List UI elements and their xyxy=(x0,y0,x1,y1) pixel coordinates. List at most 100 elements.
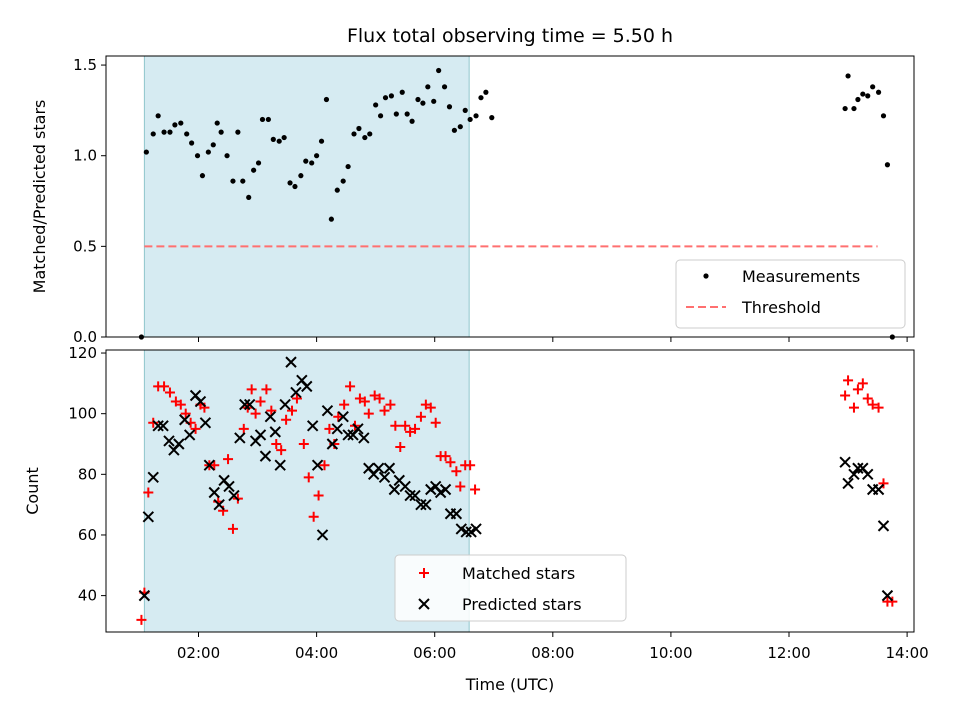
data-point xyxy=(270,136,276,142)
data-point xyxy=(281,134,287,141)
data-point xyxy=(457,124,463,130)
data-point xyxy=(470,484,481,495)
data-point xyxy=(213,498,225,511)
data-point xyxy=(183,429,196,441)
data-point xyxy=(865,93,871,99)
data-point xyxy=(223,480,235,493)
y-tick-label: 1.0 xyxy=(73,147,97,165)
data-point xyxy=(324,423,335,434)
data-point xyxy=(430,417,441,428)
data-point xyxy=(227,523,238,534)
legend-label-matched: Matched stars xyxy=(462,564,575,583)
data-point xyxy=(862,393,873,404)
y-tick-label: 1.5 xyxy=(73,56,97,74)
data-point xyxy=(860,91,866,97)
data-point xyxy=(436,67,442,74)
data-point xyxy=(328,216,334,222)
data-point xyxy=(313,490,324,501)
data-point xyxy=(425,84,431,90)
data-point xyxy=(138,589,151,602)
data-point xyxy=(404,489,416,502)
legend-marker-matched xyxy=(419,568,429,578)
data-point xyxy=(147,471,159,484)
data-point xyxy=(848,468,860,481)
data-point xyxy=(274,459,286,471)
data-point xyxy=(390,420,401,431)
data-point xyxy=(388,93,395,99)
data-point xyxy=(446,104,453,110)
x-tick-label: 02:00 xyxy=(177,644,220,662)
data-point xyxy=(261,384,272,395)
count-panel: 40 60 80 100 120 02:00 04:00 06:00 08:00 10:00 12:… xyxy=(23,344,929,694)
data-point xyxy=(441,84,448,90)
data-point xyxy=(239,398,251,411)
data-point xyxy=(148,417,159,428)
data-point xyxy=(382,95,389,101)
ratio-panel: 0.0 0.5 1.0 1.5 Matched/Predicted stars Flux … xyxy=(30,25,915,346)
data-point xyxy=(224,153,230,159)
data-point xyxy=(309,160,315,166)
data-point xyxy=(862,468,874,481)
x-tick-label: 10:00 xyxy=(649,644,692,662)
data-point xyxy=(276,138,282,144)
data-point xyxy=(483,89,489,95)
data-point xyxy=(455,481,466,492)
data-point xyxy=(265,116,271,123)
data-point xyxy=(460,526,472,538)
data-point xyxy=(467,116,473,123)
data-point xyxy=(319,460,330,471)
series-measurements xyxy=(138,67,895,340)
data-point xyxy=(210,142,216,148)
data-point xyxy=(276,445,287,456)
x-tick-label: 04:00 xyxy=(295,644,338,662)
data-point xyxy=(470,523,482,535)
data-point xyxy=(199,173,206,179)
data-point xyxy=(298,173,304,179)
data-point xyxy=(400,420,411,431)
x-axis-label: Time (UTC) xyxy=(465,675,554,694)
data-point xyxy=(301,380,313,393)
y-axis-label: Matched/Predicted stars xyxy=(30,100,49,294)
data-point xyxy=(208,486,220,499)
data-point xyxy=(184,131,190,137)
data-point xyxy=(478,95,484,101)
data-point xyxy=(851,105,857,112)
data-point xyxy=(159,381,170,392)
data-point xyxy=(318,138,325,144)
axes-frame xyxy=(105,349,915,633)
data-point xyxy=(155,113,161,119)
legend-marker-predicted xyxy=(418,598,430,610)
data-point xyxy=(228,489,240,502)
data-point xyxy=(388,483,401,496)
data-point xyxy=(451,127,457,133)
data-point xyxy=(180,408,191,419)
data-point xyxy=(385,399,396,410)
legend-marker-measurements xyxy=(703,273,709,279)
data-point xyxy=(875,89,882,95)
data-point xyxy=(440,451,451,462)
data-point xyxy=(178,120,184,126)
data-point xyxy=(194,395,207,408)
data-point xyxy=(379,405,390,416)
data-point xyxy=(410,423,421,434)
data-point xyxy=(230,178,236,184)
data-point xyxy=(172,122,178,128)
data-point xyxy=(363,408,374,419)
data-point xyxy=(415,498,427,511)
data-point xyxy=(465,460,476,471)
data-point xyxy=(157,420,169,432)
data-point xyxy=(199,417,212,429)
data-point xyxy=(316,529,329,541)
data-point xyxy=(425,402,436,413)
data-point xyxy=(399,89,405,95)
data-point xyxy=(264,411,277,423)
data-point xyxy=(881,589,894,602)
data-point xyxy=(240,178,246,184)
data-point xyxy=(161,129,167,135)
legend: Matched stars Predicted stars xyxy=(394,554,627,622)
legend-label-predicted: Predicted stars xyxy=(462,595,582,614)
data-point xyxy=(143,149,149,155)
y-tick-label: 100 xyxy=(68,405,97,423)
data-point xyxy=(203,459,216,471)
